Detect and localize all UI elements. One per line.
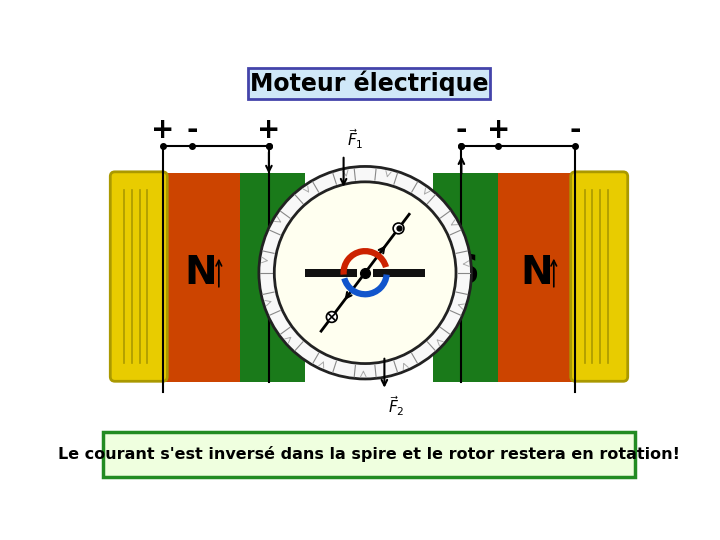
Text: Le courant s'est inversé dans la spire et le rotor restera en rotation!: Le courant s'est inversé dans la spire e…	[58, 447, 680, 462]
FancyBboxPatch shape	[571, 172, 628, 381]
FancyBboxPatch shape	[104, 432, 634, 477]
Circle shape	[393, 223, 404, 234]
Bar	[433, 173, 498, 382]
Bar	[163, 173, 240, 382]
Circle shape	[259, 166, 472, 379]
Text: N: N	[185, 254, 217, 292]
Text: +: +	[151, 116, 174, 144]
Text: S: S	[451, 254, 480, 292]
FancyBboxPatch shape	[110, 172, 167, 381]
Circle shape	[274, 182, 456, 363]
Text: $\vec{F}_2$: $\vec{F}_2$	[388, 394, 405, 418]
Text: +: +	[487, 116, 510, 144]
Text: -: -	[456, 116, 467, 144]
Text: S: S	[258, 254, 286, 292]
Circle shape	[326, 312, 337, 322]
Text: Moteur électrique: Moteur électrique	[250, 71, 488, 96]
Text: -: -	[186, 116, 198, 144]
Text: $\vec{F}_1$: $\vec{F}_1$	[348, 127, 364, 151]
Bar	[240, 173, 305, 382]
Bar	[305, 269, 357, 276]
Text: N: N	[521, 254, 553, 292]
FancyBboxPatch shape	[248, 68, 490, 99]
Text: +: +	[257, 116, 281, 144]
Text: -: -	[570, 116, 581, 144]
Bar	[373, 269, 426, 276]
Bar	[498, 173, 575, 382]
